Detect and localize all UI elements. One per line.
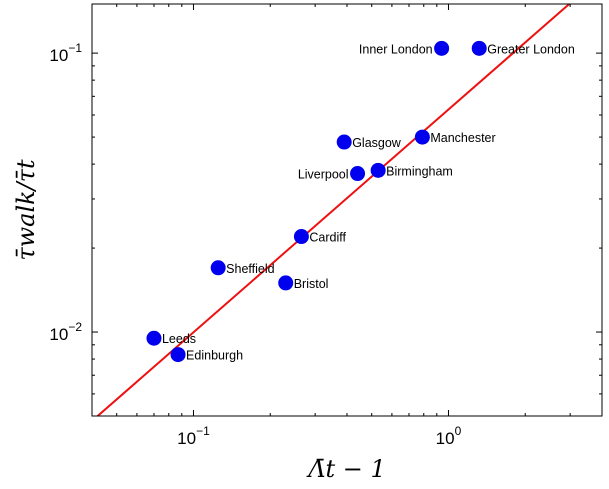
data-point	[146, 330, 162, 346]
data-point	[170, 347, 186, 363]
point-labels-layer: Inner London Greater London Glasgow Manches…	[162, 42, 575, 362]
y-tick-label: 10−2	[49, 320, 82, 344]
point-label: Glasgow	[352, 136, 402, 150]
data-point	[370, 162, 386, 178]
point-label: Inner London	[359, 42, 433, 56]
point-label: Manchester	[430, 131, 495, 145]
point-label: Liverpool	[298, 168, 349, 182]
data-point	[278, 275, 294, 291]
data-point	[434, 40, 450, 56]
ticks-layer: 10−1 100 10−2 10−1	[49, 4, 603, 448]
point-label: Leeds	[162, 332, 196, 346]
data-points-layer	[146, 40, 487, 363]
data-point	[210, 260, 226, 276]
fit-line	[96, 4, 571, 416]
point-label: Cardiff	[309, 231, 346, 245]
fit-line-layer	[96, 4, 571, 416]
x-tick-label: 10−1	[177, 424, 210, 448]
x-tick-label: 100	[436, 424, 462, 448]
data-point	[414, 129, 430, 145]
data-point	[350, 166, 366, 182]
point-label: Birmingham	[386, 164, 453, 178]
y-tick-label: 10−1	[49, 41, 82, 65]
data-point	[471, 40, 487, 56]
point-label: Greater London	[487, 42, 575, 56]
y-axis-label: τ̄walk/τ̄t	[12, 159, 40, 261]
plot-frame	[91, 3, 603, 417]
data-point	[336, 134, 352, 150]
point-label: Edinburgh	[186, 349, 243, 363]
point-label: Bristol	[294, 277, 329, 291]
data-point	[293, 229, 309, 245]
point-label: Sheffield	[226, 262, 274, 276]
x-axis-label: Λ̄t − 1	[306, 455, 386, 483]
